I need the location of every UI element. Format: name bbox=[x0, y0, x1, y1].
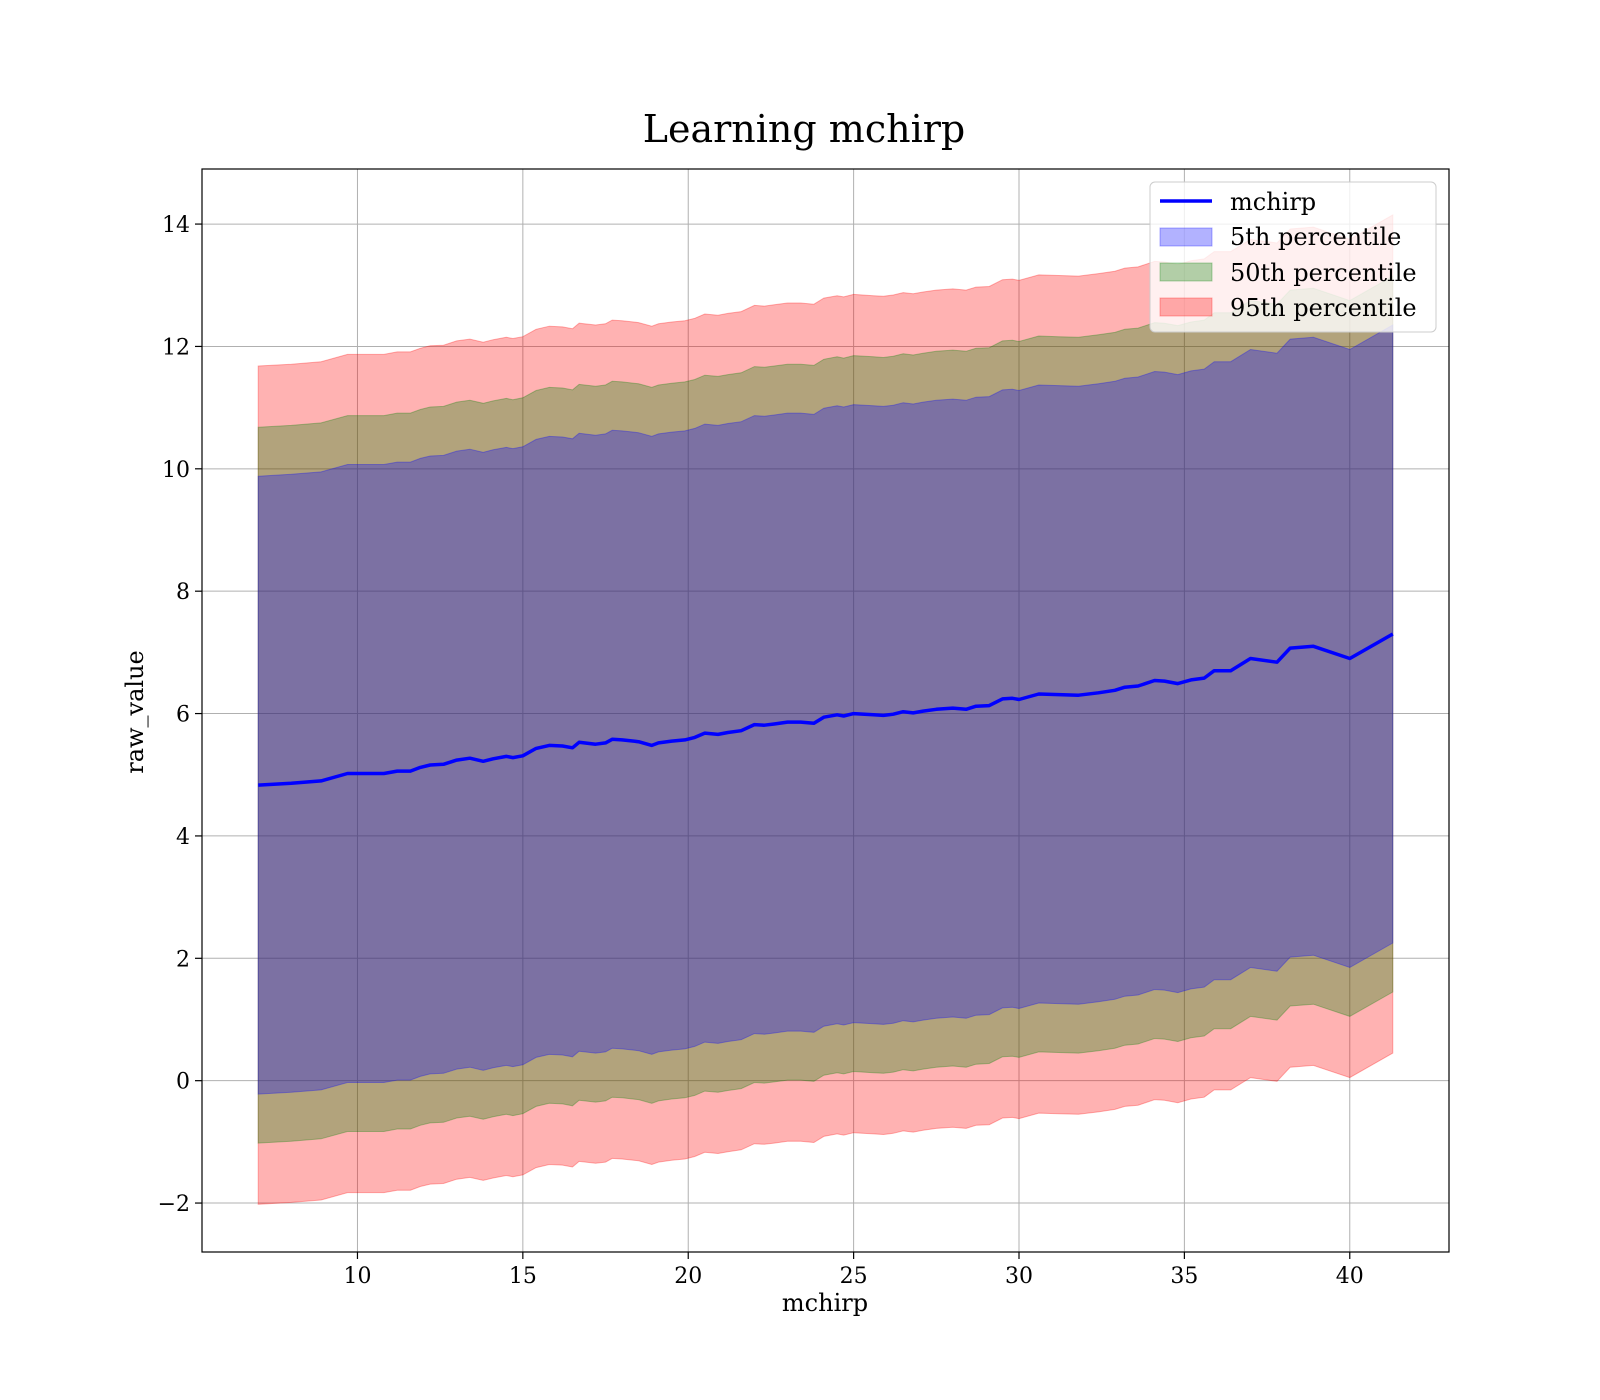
band-5th-percentile bbox=[257, 324, 1394, 1095]
x-axis-label: mchirp bbox=[782, 1289, 868, 1317]
plot-background bbox=[202, 169, 1449, 1252]
band-50th-percentile bbox=[257, 275, 1394, 1144]
y-tick-label: 6 bbox=[176, 703, 190, 728]
y-tick-label: 4 bbox=[176, 825, 190, 850]
legend-label-5th-percentile: 5th percentile bbox=[1230, 223, 1401, 251]
x-tick-label: 30 bbox=[1005, 1264, 1033, 1289]
legend-label-mchirp: mchirp bbox=[1230, 188, 1316, 216]
legend-swatch-95th-percentile bbox=[1159, 297, 1213, 317]
legend-swatch-5th-percentile bbox=[1159, 227, 1213, 247]
legend-swatch-50th-percentile bbox=[1159, 262, 1213, 282]
series-lines bbox=[258, 632, 1394, 787]
y-tick-label: −2 bbox=[158, 1192, 190, 1217]
y-axis-label: raw_value bbox=[121, 650, 149, 774]
x-tick-label: 10 bbox=[343, 1264, 371, 1289]
y-tick-label: 14 bbox=[162, 213, 190, 238]
percentile-bands bbox=[257, 214, 1394, 1205]
legend-label-95th-percentile: 95th percentile bbox=[1230, 294, 1417, 322]
axis-ticks: 10 15 20 25 30 35 40 −2 0 2 4 6 8 10 12 14 bbox=[158, 213, 1364, 1289]
x-tick-label: 25 bbox=[840, 1264, 868, 1289]
legend-label-50th-percentile: 50th percentile bbox=[1230, 259, 1417, 287]
y-tick-label: 2 bbox=[176, 947, 190, 972]
legend: mchirp 5th percentile 50th percentile 95… bbox=[1149, 181, 1437, 333]
y-tick-label: 10 bbox=[162, 458, 190, 483]
band-95th-percentile bbox=[257, 214, 1394, 1205]
x-tick-label: 40 bbox=[1336, 1264, 1364, 1289]
y-tick-label: 12 bbox=[162, 335, 190, 360]
plot-area bbox=[201, 168, 1450, 1253]
y-tick-label: 8 bbox=[176, 580, 190, 605]
chart-title: Learning mchirp bbox=[643, 107, 965, 151]
y-tick-label: 0 bbox=[176, 1070, 190, 1095]
legend-box bbox=[1149, 181, 1437, 333]
x-tick-label: 20 bbox=[674, 1264, 702, 1289]
plot-frame bbox=[201, 168, 1450, 1253]
x-tick-label: 15 bbox=[509, 1264, 537, 1289]
mchirp-line bbox=[258, 632, 1394, 787]
x-tick-label: 35 bbox=[1170, 1264, 1198, 1289]
